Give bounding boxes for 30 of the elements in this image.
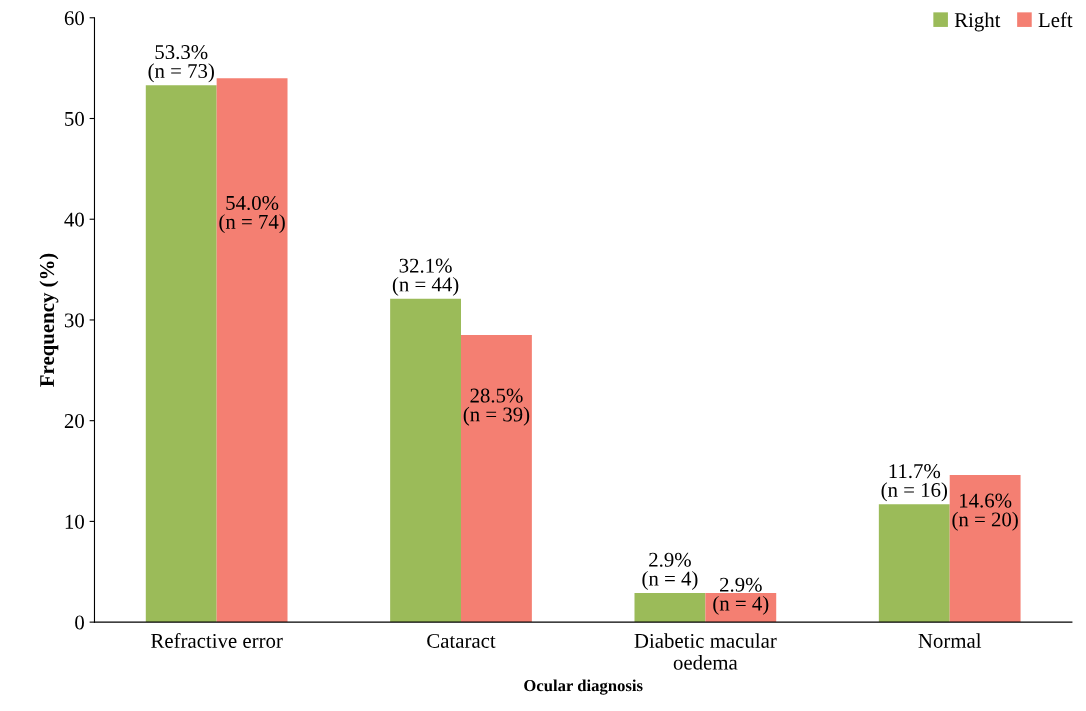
- bar: [634, 592, 706, 623]
- legend-label: Left: [1038, 12, 1073, 28]
- data-label: 2.9% (n = 4): [642, 552, 698, 590]
- data-label: 28.5% (n = 39): [463, 388, 530, 426]
- data-label: 54.0% (n = 74): [219, 195, 285, 234]
- bar: [216, 78, 288, 623]
- x-axis-title: Ocular diagnosis: [524, 679, 643, 695]
- y-tick-label: 10: [65, 514, 84, 529]
- y-tick-label: 60: [64, 11, 84, 26]
- x-tick-label: Cataract: [427, 633, 496, 648]
- legend-label: Right: [954, 12, 1001, 32]
- y-tick-label: 30: [64, 313, 84, 328]
- y-tick-label: 40: [64, 212, 84, 227]
- x-tick-label: Diabetic macular oedema: [634, 633, 777, 670]
- bar: [145, 85, 217, 623]
- bar: [878, 504, 950, 623]
- data-label: 32.1% (n = 44): [392, 258, 459, 296]
- data-label: 53.3% (n = 73): [148, 45, 214, 83]
- x-tick-label: Normal: [918, 633, 982, 648]
- data-label: 2.9% (n = 4): [713, 577, 769, 615]
- x-tick-label: Refractive error: [151, 633, 283, 648]
- y-tick-label: 50: [65, 111, 84, 126]
- y-tick-label: 0: [75, 615, 84, 630]
- data-label: 14.6% (n = 20): [952, 493, 1018, 531]
- y-tick-label: 20: [64, 414, 84, 429]
- bar: [390, 298, 462, 623]
- y-axis-title: Frequency (%): [39, 253, 59, 387]
- data-label: 11.7% (n = 16): [881, 464, 948, 502]
- bar: [949, 475, 1021, 623]
- bar: [461, 335, 532, 623]
